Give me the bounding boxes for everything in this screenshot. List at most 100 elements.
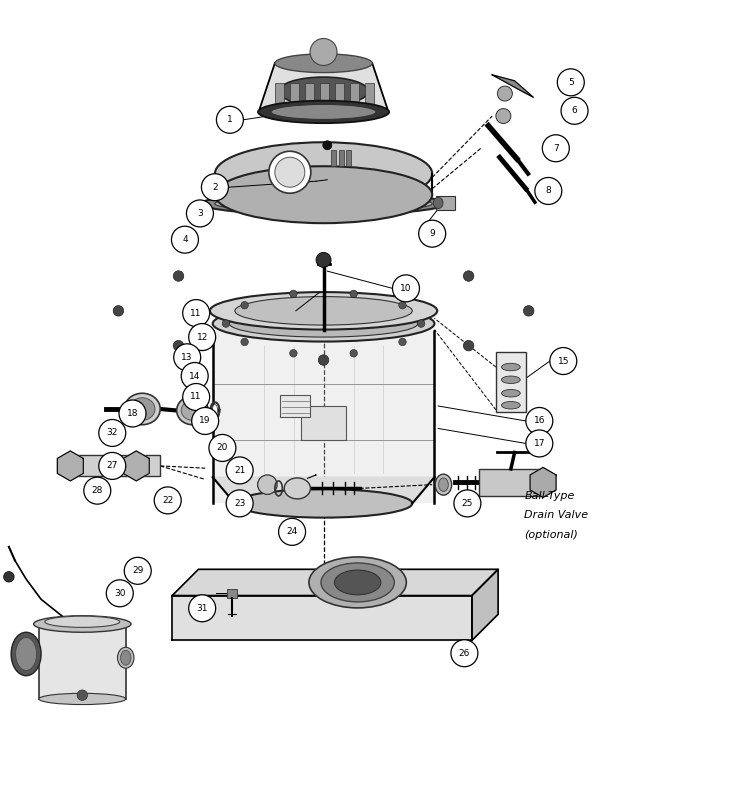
Bar	[350, 83, 359, 110]
Circle shape	[278, 518, 305, 545]
Ellipse shape	[11, 632, 41, 676]
Ellipse shape	[177, 396, 208, 425]
Text: 5: 5	[568, 78, 574, 87]
Bar	[63, 456, 160, 476]
Ellipse shape	[284, 478, 311, 499]
Circle shape	[310, 38, 337, 65]
Bar	[496, 352, 526, 412]
Bar	[338, 150, 344, 166]
Text: 32: 32	[107, 429, 118, 437]
Text: 15: 15	[557, 357, 569, 365]
Text: 16: 16	[534, 417, 545, 426]
Text: 22: 22	[162, 496, 174, 505]
Circle shape	[399, 338, 406, 345]
Ellipse shape	[124, 393, 160, 425]
Ellipse shape	[258, 101, 389, 123]
Text: 27: 27	[107, 461, 118, 470]
Circle shape	[290, 349, 297, 357]
Text: Drain Valve: Drain Valve	[524, 510, 589, 520]
Circle shape	[189, 595, 216, 622]
Circle shape	[561, 98, 588, 125]
Text: 10: 10	[400, 284, 411, 293]
Ellipse shape	[502, 390, 520, 397]
Ellipse shape	[39, 693, 126, 704]
Ellipse shape	[502, 364, 520, 371]
Circle shape	[217, 106, 244, 133]
Circle shape	[226, 490, 253, 517]
Circle shape	[77, 690, 87, 700]
Ellipse shape	[210, 292, 437, 330]
Ellipse shape	[213, 306, 435, 341]
Circle shape	[463, 341, 474, 351]
Circle shape	[106, 580, 133, 607]
Text: 28: 28	[92, 486, 103, 495]
Bar	[335, 83, 344, 110]
Text: 7: 7	[553, 144, 559, 152]
Ellipse shape	[215, 142, 432, 205]
Text: 21: 21	[234, 466, 245, 475]
Circle shape	[99, 419, 126, 446]
Circle shape	[258, 475, 277, 495]
Circle shape	[557, 69, 584, 96]
Text: 12: 12	[196, 333, 208, 341]
Ellipse shape	[278, 77, 368, 106]
Bar	[436, 196, 455, 210]
Ellipse shape	[215, 195, 432, 212]
Text: 19: 19	[199, 417, 211, 426]
Circle shape	[451, 640, 478, 667]
Text: 24: 24	[287, 527, 298, 537]
Ellipse shape	[435, 474, 452, 495]
Ellipse shape	[502, 376, 520, 384]
Circle shape	[174, 344, 201, 371]
Text: 11: 11	[190, 309, 202, 318]
FancyArrowPatch shape	[308, 475, 316, 478]
Text: 17: 17	[534, 439, 545, 448]
Ellipse shape	[16, 638, 37, 670]
Text: 1: 1	[227, 115, 233, 125]
Circle shape	[181, 363, 208, 390]
Text: 6: 6	[572, 106, 578, 115]
Circle shape	[535, 178, 562, 204]
Circle shape	[269, 151, 311, 193]
Circle shape	[417, 320, 425, 327]
Polygon shape	[172, 596, 472, 641]
Circle shape	[463, 271, 474, 281]
Ellipse shape	[502, 402, 520, 409]
Ellipse shape	[235, 489, 412, 518]
Bar	[280, 395, 310, 417]
Bar	[274, 83, 284, 110]
Circle shape	[119, 400, 146, 427]
Bar	[213, 331, 435, 503]
Polygon shape	[57, 451, 83, 481]
Bar	[305, 83, 314, 110]
Ellipse shape	[181, 401, 204, 420]
Circle shape	[183, 384, 210, 410]
Ellipse shape	[45, 616, 120, 627]
Bar	[331, 150, 336, 166]
Circle shape	[226, 457, 253, 484]
Text: 11: 11	[190, 392, 202, 402]
Circle shape	[186, 200, 214, 227]
Text: (optional): (optional)	[524, 530, 578, 540]
Polygon shape	[260, 64, 387, 112]
Text: 20: 20	[217, 443, 228, 453]
Circle shape	[542, 135, 569, 162]
Bar	[39, 624, 126, 699]
Bar	[346, 150, 351, 166]
Text: 31: 31	[196, 603, 208, 613]
Ellipse shape	[274, 54, 372, 72]
Circle shape	[173, 341, 183, 351]
Text: 2: 2	[212, 183, 218, 191]
Bar	[301, 406, 346, 440]
Ellipse shape	[34, 616, 131, 632]
Ellipse shape	[202, 192, 446, 215]
Text: 26: 26	[459, 649, 470, 657]
Circle shape	[318, 355, 329, 365]
Circle shape	[290, 290, 297, 298]
Circle shape	[241, 338, 248, 345]
Ellipse shape	[129, 398, 155, 420]
Bar	[479, 469, 543, 496]
Circle shape	[209, 434, 236, 461]
Circle shape	[523, 306, 534, 316]
Polygon shape	[530, 468, 556, 497]
